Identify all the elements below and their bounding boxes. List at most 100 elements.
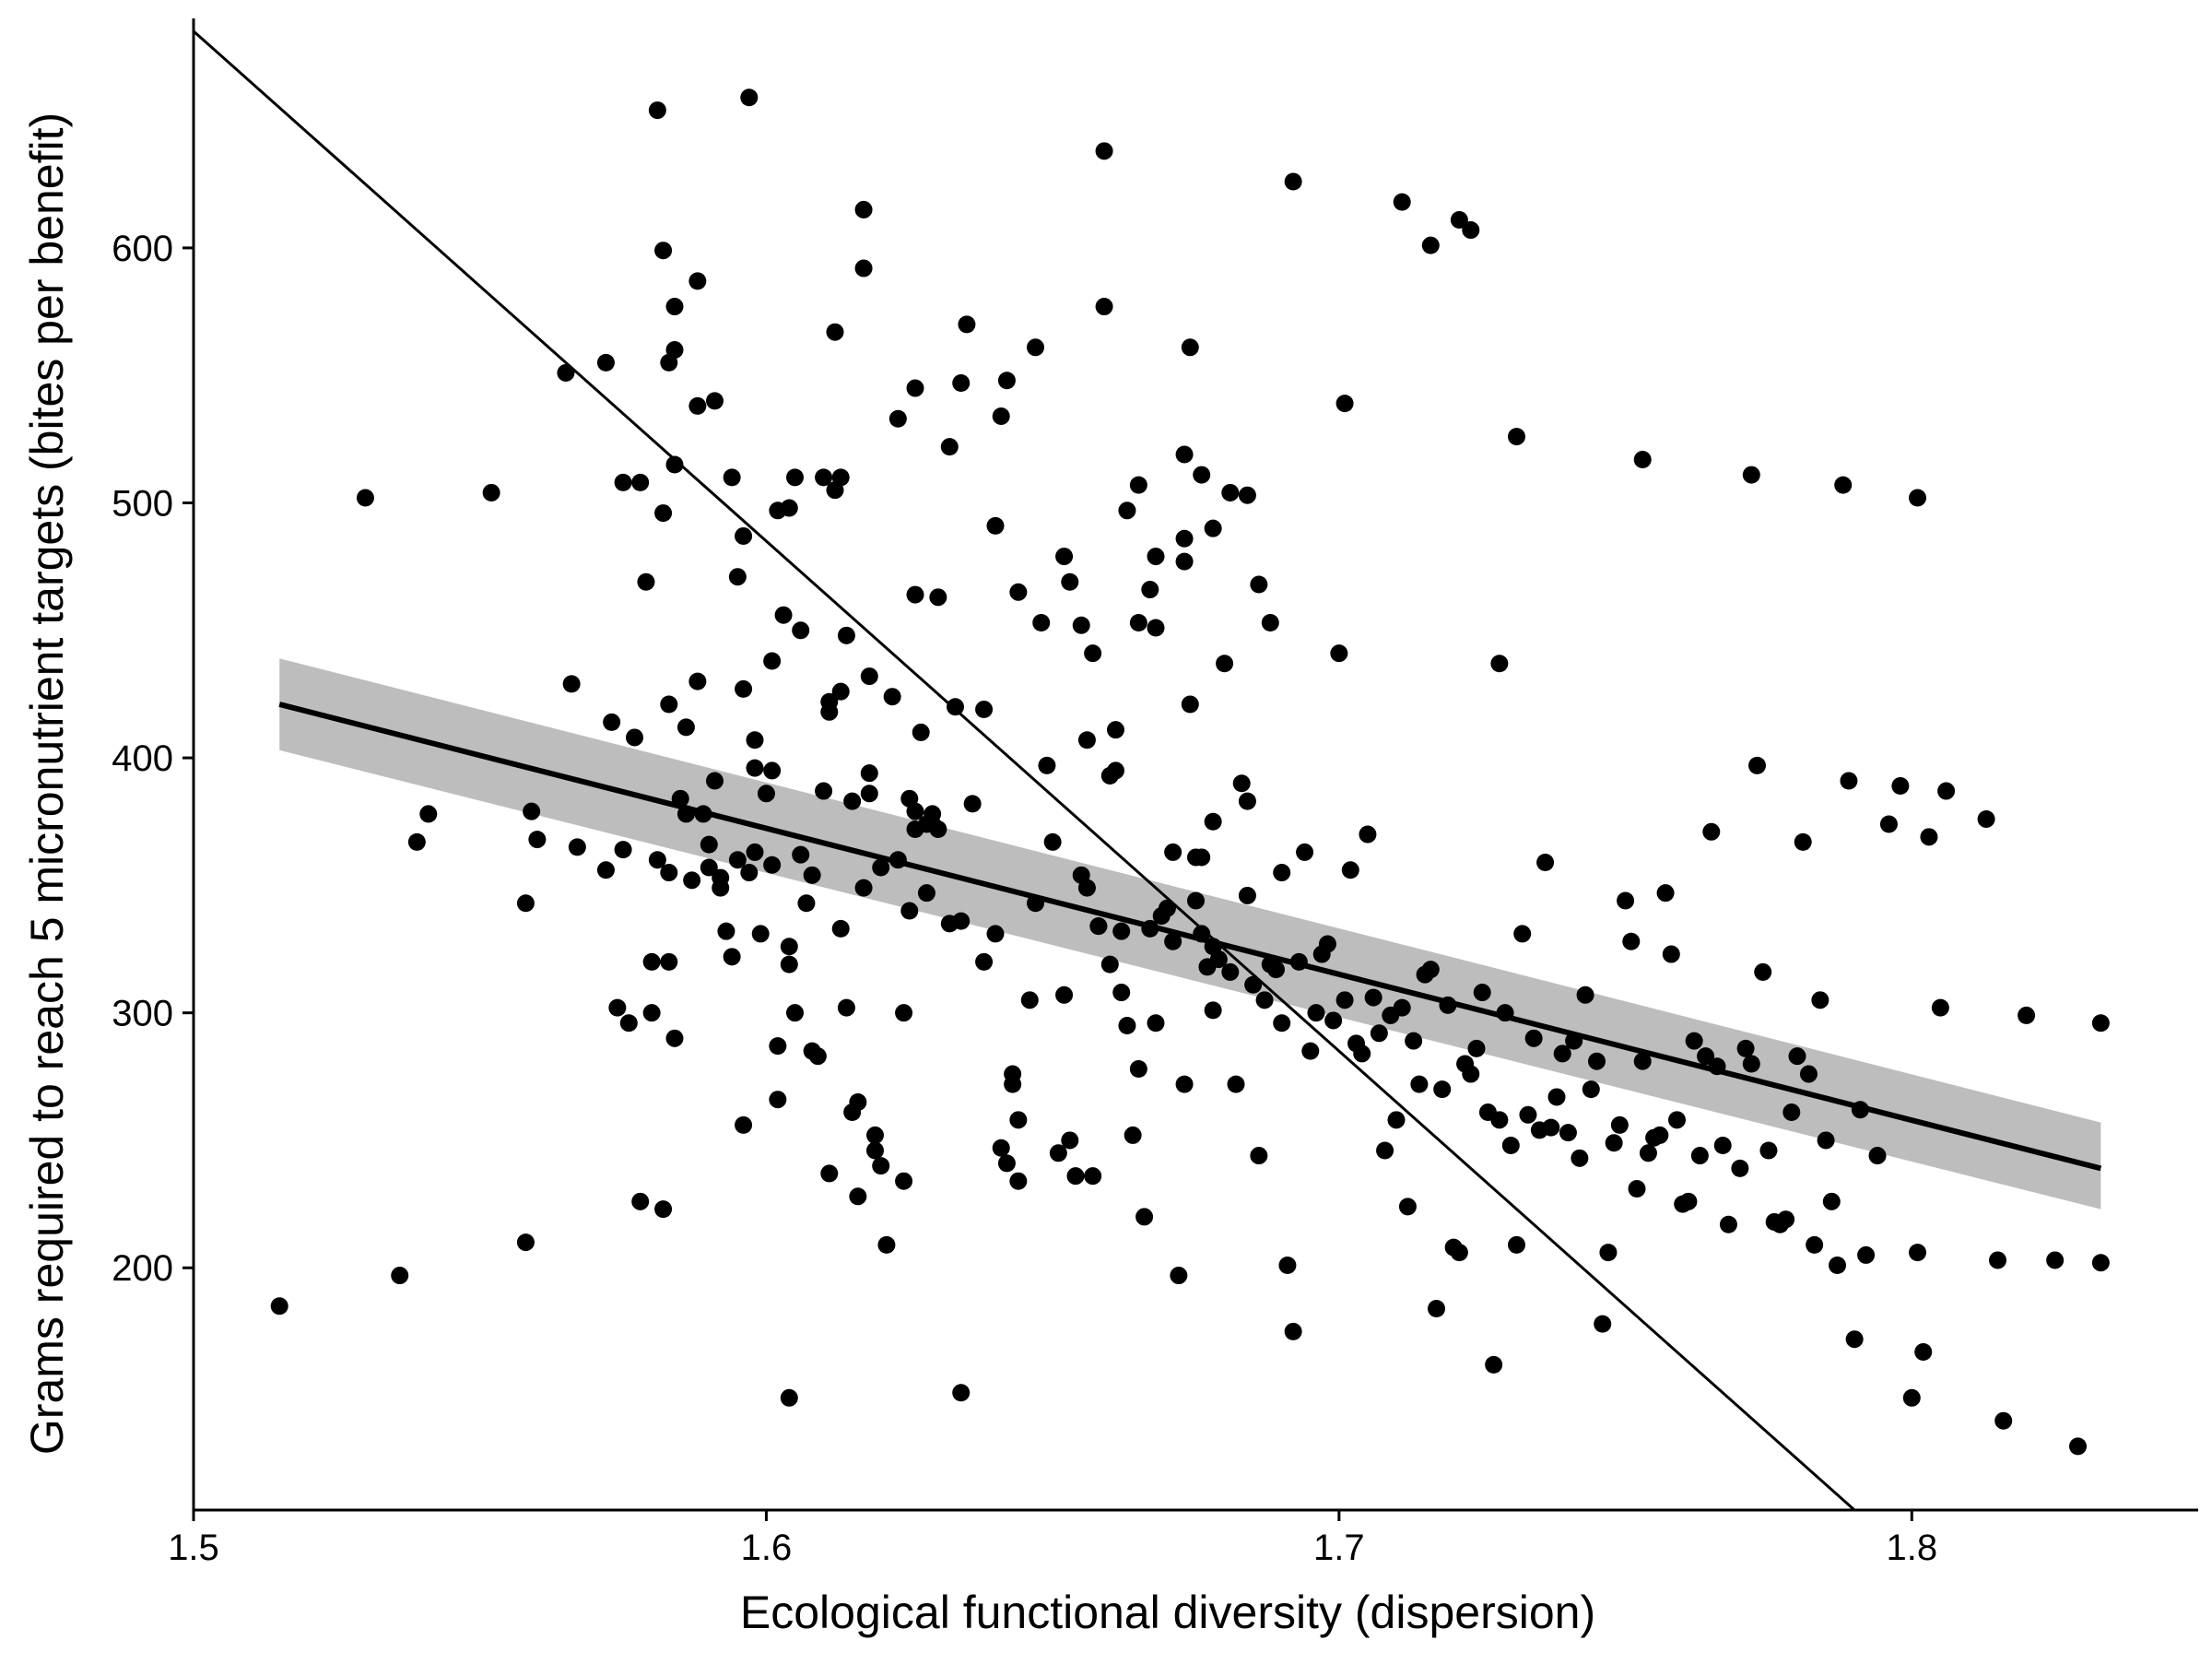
data-point bbox=[654, 504, 673, 523]
data-point bbox=[1731, 1159, 1749, 1177]
data-point bbox=[648, 851, 666, 869]
data-point bbox=[866, 1141, 884, 1160]
data-point bbox=[1267, 961, 1285, 979]
data-point bbox=[1129, 1060, 1147, 1079]
data-point bbox=[849, 1187, 867, 1206]
regression-line bbox=[278, 702, 2102, 1172]
data-point bbox=[986, 516, 1005, 535]
data-point bbox=[992, 1139, 1010, 1157]
data-point bbox=[1817, 1131, 1835, 1150]
data-point bbox=[1335, 395, 1354, 413]
data-point bbox=[688, 672, 707, 690]
data-point bbox=[1582, 1080, 1600, 1099]
y-axis-title: Grams required to reach 5 micronutrient … bbox=[21, 112, 73, 1455]
data-point bbox=[849, 1092, 867, 1111]
data-point bbox=[1909, 1244, 1926, 1262]
data-point bbox=[1799, 1065, 1818, 1083]
data-point bbox=[860, 764, 878, 783]
data-point bbox=[1794, 832, 1812, 851]
data-point bbox=[1072, 616, 1090, 634]
data-point bbox=[1588, 1052, 1606, 1070]
data-point bbox=[1605, 1134, 1623, 1152]
data-point bbox=[751, 925, 770, 943]
data-point bbox=[700, 835, 718, 854]
y-tick-label: 500 bbox=[112, 484, 173, 525]
data-point bbox=[1857, 1245, 1876, 1264]
data-point bbox=[1571, 1149, 1589, 1167]
data-point bbox=[872, 858, 890, 877]
data-point bbox=[1175, 445, 1194, 464]
data-point bbox=[792, 845, 810, 864]
data-point bbox=[1077, 879, 1096, 897]
data-point bbox=[1783, 1103, 1801, 1122]
data-point bbox=[1806, 1235, 1824, 1254]
data-point bbox=[1639, 1144, 1657, 1162]
data-point bbox=[1679, 1192, 1698, 1210]
data-point bbox=[1330, 644, 1348, 663]
data-point bbox=[963, 795, 982, 813]
data-point bbox=[1462, 221, 1480, 240]
data-point bbox=[2046, 1251, 2065, 1269]
data-point bbox=[1238, 486, 1256, 504]
data-point bbox=[603, 713, 621, 731]
data-point bbox=[1232, 774, 1251, 793]
data-point bbox=[1095, 298, 1113, 316]
data-point bbox=[1777, 1210, 1795, 1229]
data-point bbox=[1175, 552, 1194, 571]
data-point bbox=[952, 374, 971, 393]
data-point bbox=[1977, 809, 1995, 828]
data-point bbox=[1462, 1065, 1480, 1083]
data-point bbox=[1829, 1256, 1846, 1274]
data-point bbox=[1994, 1411, 2013, 1430]
data-point bbox=[757, 785, 775, 803]
data-point bbox=[1301, 1042, 1320, 1060]
data-point bbox=[723, 468, 741, 487]
data-point bbox=[1129, 613, 1147, 631]
data-point bbox=[2091, 1254, 2110, 1272]
data-point bbox=[1508, 428, 1525, 446]
data-point bbox=[1187, 891, 1205, 910]
data-point bbox=[1428, 1300, 1445, 1318]
data-point bbox=[1398, 1198, 1417, 1216]
data-point bbox=[786, 468, 804, 487]
data-point bbox=[1244, 975, 1263, 994]
data-point bbox=[1175, 529, 1194, 548]
data-point bbox=[763, 761, 782, 780]
data-point bbox=[992, 407, 1010, 425]
data-point bbox=[854, 259, 873, 277]
data-point bbox=[860, 667, 878, 686]
data-point bbox=[1273, 1014, 1291, 1033]
x-tick-label: 1.6 bbox=[741, 1528, 793, 1568]
data-point bbox=[1261, 613, 1279, 631]
data-point bbox=[1553, 1044, 1571, 1063]
data-point bbox=[1405, 1032, 1423, 1050]
data-point bbox=[1490, 1111, 1509, 1129]
data-point bbox=[746, 759, 764, 777]
data-point bbox=[1421, 961, 1440, 979]
data-point bbox=[1043, 832, 1062, 851]
data-point bbox=[1107, 721, 1124, 739]
data-point bbox=[1112, 984, 1131, 1002]
data-point bbox=[637, 572, 655, 591]
data-point bbox=[516, 1233, 535, 1252]
data-point bbox=[706, 392, 724, 410]
data-point bbox=[1129, 476, 1147, 494]
x-tick-label: 1.7 bbox=[1313, 1528, 1365, 1568]
data-point bbox=[1170, 1267, 1188, 1285]
data-point bbox=[1124, 1126, 1142, 1144]
data-point bbox=[1158, 899, 1176, 917]
data-point bbox=[1341, 861, 1359, 879]
data-point bbox=[1055, 985, 1074, 1004]
data-point bbox=[1020, 991, 1039, 1009]
data-point bbox=[1077, 731, 1096, 749]
data-point bbox=[831, 682, 850, 701]
data-point bbox=[557, 363, 575, 382]
data-point bbox=[1651, 1126, 1669, 1144]
x-tick-label: 1.8 bbox=[1886, 1528, 1937, 1568]
data-point bbox=[712, 879, 730, 897]
data-point bbox=[1742, 1055, 1760, 1073]
data-point bbox=[780, 499, 798, 517]
data-point bbox=[866, 1126, 884, 1144]
data-point bbox=[820, 702, 839, 721]
data-point bbox=[1473, 984, 1491, 1002]
